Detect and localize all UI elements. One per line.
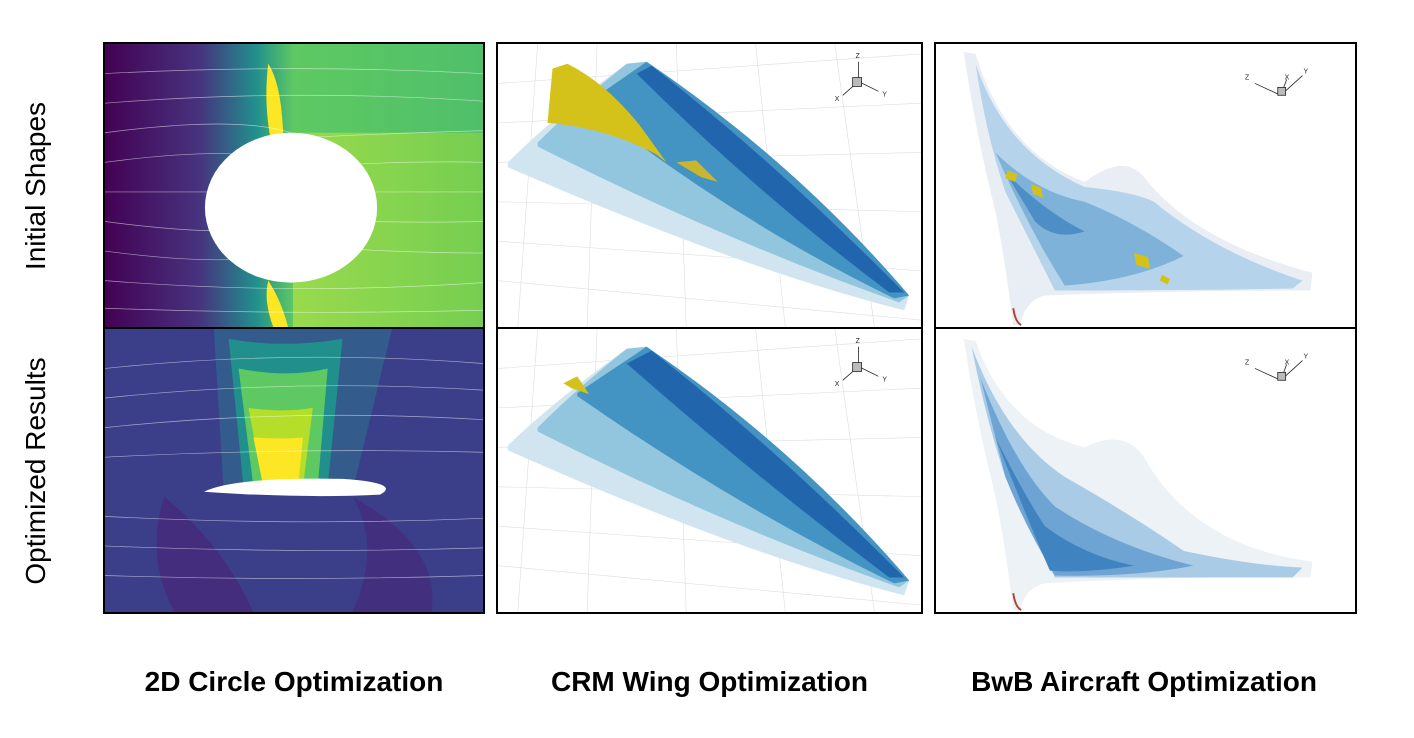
axis-triad-icon: [842, 346, 879, 381]
axis-x-label: X: [835, 96, 840, 103]
axis-y-label: Y: [1303, 354, 1308, 361]
panel-circle-initial: [103, 42, 485, 329]
panel-bwb-initial: Z Y X: [934, 42, 1357, 329]
axis-triad-icon: [1254, 360, 1303, 381]
axis-x-label: X: [1285, 75, 1290, 82]
axis-y-label: Y: [882, 376, 887, 383]
column-label-circle: 2D Circle Optimization: [144, 666, 444, 697]
panel-crm-initial: Z Y X: [496, 42, 923, 329]
row-label-optimized-results: Optimized Results: [20, 357, 51, 585]
bwb-aircraft-initial: Z Y X: [963, 51, 1313, 326]
axis-x-label: X: [835, 381, 840, 388]
panel-bwb-optimized: Z Y X: [934, 327, 1357, 614]
panel-crm-optimized: Z Y X: [496, 327, 923, 614]
axis-x-label: X: [1285, 360, 1290, 367]
column-label-crm: CRM Wing Optimization: [550, 666, 869, 697]
circle-initial-field: [105, 44, 483, 327]
bwb-aircraft-optimized: Z Y X: [963, 338, 1313, 611]
panel-circle-optimized: [103, 327, 485, 614]
airfoil-optimized-field: [105, 329, 483, 612]
row-label-initial-shapes: Initial Shapes: [20, 101, 51, 271]
crm-wing-optimized: Z Y X: [498, 329, 921, 612]
axis-triad-icon: [1254, 75, 1303, 96]
axis-z-label: Z: [1245, 75, 1249, 82]
axis-z-label: Z: [856, 53, 860, 60]
axis-z-label: Z: [856, 338, 860, 345]
axis-y-label: Y: [1303, 69, 1308, 76]
column-label-bwb: BwB Aircraft Optimization: [971, 666, 1317, 697]
crm-wing-initial: Z Y X: [498, 44, 921, 327]
axis-y-label: Y: [882, 91, 887, 98]
axis-triad-icon: [842, 61, 879, 96]
axis-z-label: Z: [1245, 360, 1249, 367]
